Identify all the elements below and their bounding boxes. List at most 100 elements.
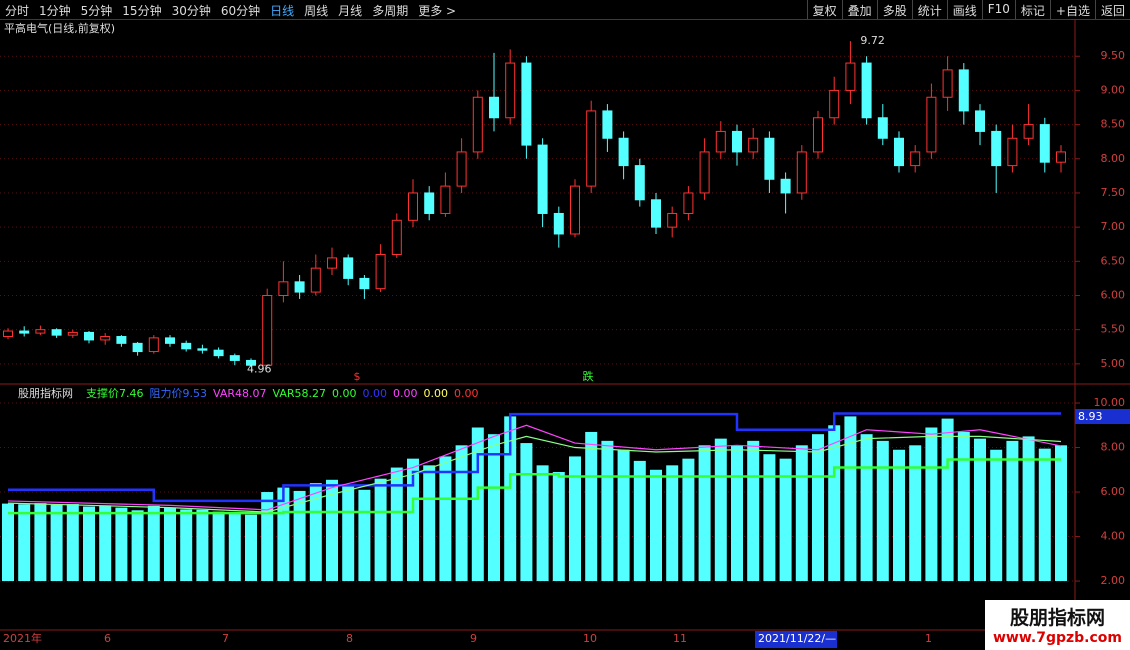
toolbar: 分时 1分钟 5分钟 15分钟 30分钟 60分钟 日线 周线 月线 多周期 更多 > 复权 叠加 多股统… [0,0,1130,20]
candle-body [246,359,256,366]
candle-body [683,192,694,214]
indicator-line [8,412,1061,503]
candle-body [67,331,78,336]
toolbar-button[interactable]: 周线 [304,4,329,18]
toolbar-button[interactable]: 60分钟 [220,4,261,18]
candle-body [667,212,678,228]
candle-body [813,117,823,153]
toolbar-button[interactable]: 叠加 [841,0,877,19]
indicator-bar [50,504,63,582]
indicator-bar [941,418,954,582]
candle-body [764,137,775,180]
candle-body [926,96,937,153]
candle-body [278,281,289,296]
indicator-bar [795,445,808,582]
candle-body [51,329,62,336]
toolbar-button[interactable]: 返回 [1094,0,1130,19]
cursor-date: 2021/11/22/— [758,632,836,645]
candle-body [829,89,840,119]
legend-value: 8.27 [302,387,327,400]
toolbar-button[interactable]: +自选 [1049,0,1095,19]
toolbar-button[interactable]: 1分钟 [39,4,71,18]
candle-body [537,144,548,214]
legend-name: 支撑价 [86,386,119,400]
toolbar-button[interactable]: F10 [981,0,1015,19]
indicator-bar [439,456,452,582]
legend-value: 0.00 [393,387,418,400]
legend-value: 8.07 [242,387,267,400]
toolbar-button[interactable]: 30分钟 [171,4,211,18]
indicator-bar [504,416,517,582]
candle-body [213,349,224,357]
indicator-bar [407,458,419,582]
indicator-bar [569,456,581,582]
y-tick-label: 7.50 [1101,186,1126,199]
toolbar-button[interactable]: 画线 [946,0,982,19]
chart: 平高电气(日线,前复权) $ 跌 股朋指标网 8.93 2021年 6 7 8 … [0,20,1130,650]
y-tick-label: 8.00 [1101,441,1126,454]
indicator-bar [1038,448,1051,582]
y-tick-label: 6.50 [1101,254,1126,267]
toolbar-button[interactable]: 统计 [911,0,947,19]
candle-body [84,331,94,341]
toolbar-button[interactable]: 多股 [876,0,912,19]
toolbar-button[interactable]: 分时 [5,4,30,18]
candle-body [877,117,888,139]
indicator-bar [196,509,209,582]
indicator-bar [633,460,646,582]
x-label: 6 [104,632,111,645]
legend-name: VAR5 [273,387,302,400]
toolbar-button[interactable]: 15分钟 [122,4,162,18]
indicator-bar [844,416,857,582]
toolbar-button[interactable]: 更多 > [418,4,457,18]
high-note: 9.72 [860,34,885,47]
toolbar-button[interactable]: 多周期 [372,4,409,18]
indicator-bar [601,440,614,582]
indicator-bar [455,445,468,582]
toolbar-button[interactable]: 日线 [270,4,295,18]
candle-body [942,69,953,98]
indicator-bar [212,511,225,582]
toolbar-button[interactable]: 5分钟 [80,4,113,18]
toolbar-button[interactable]: 标记 [1014,0,1050,19]
x-label: 10 [583,632,597,645]
indicator-bar [1055,445,1067,582]
indicator-line [7,424,1062,511]
candle-body [1056,151,1066,163]
toolbar-button[interactable]: 复权 [806,0,842,19]
candle-body [472,96,483,153]
indicator-bar [763,454,776,582]
y-tick-label: 2.00 [1101,574,1126,587]
y-tick-label: 9.50 [1101,49,1126,62]
indicator-bar [860,434,873,582]
indicator-bar [957,431,970,582]
tool-buttons: 复权 叠加 多股 统计 画线 F10 标记 +自选 返回 [806,0,1130,19]
indicator-bar [423,465,436,582]
candle-body [845,62,856,91]
x-label: 11 [673,632,687,645]
indicator-bar [812,434,824,582]
indicator-bar [779,458,792,582]
indicator-bar [18,504,31,582]
candle-body [618,137,629,167]
indicator-bar [245,514,257,582]
candle-body [553,212,564,235]
candle-body [975,110,985,132]
x-label: 7 [222,632,229,645]
candle-body [505,62,516,119]
indicator-bar [390,467,403,582]
indicator-bar [66,504,79,582]
y-tick-label: 7.00 [1101,220,1126,233]
signal: $ [354,370,361,383]
indicator-bar [358,489,371,582]
indicator-bar [228,513,241,582]
x-label: 2021年 [3,631,42,645]
legend-value: 0.00 [424,387,449,400]
candle-body [359,277,370,290]
candle-body [310,267,321,293]
indicator-bar [131,510,144,582]
indicator-bar [147,505,160,582]
candle-body [181,342,192,350]
toolbar-button[interactable]: 月线 [338,4,363,18]
